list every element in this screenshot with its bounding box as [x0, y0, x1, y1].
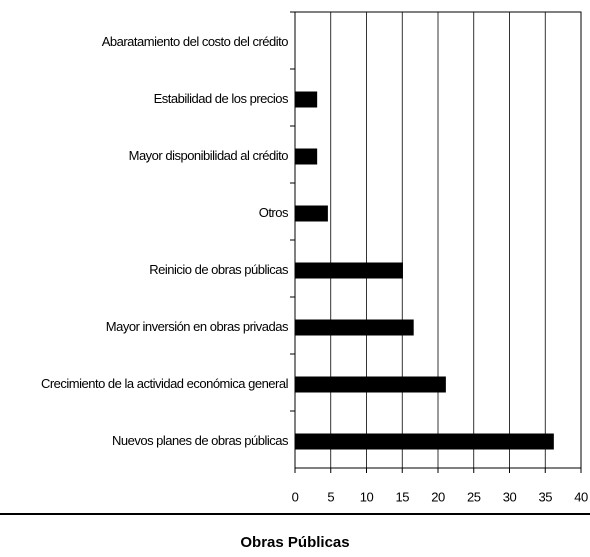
bar [295, 319, 414, 336]
x-tick-label: 0 [292, 489, 299, 504]
x-tick-label: 20 [431, 489, 445, 504]
y-tick-label: Estabilidad de los precios [154, 91, 289, 106]
x-tick-label: 30 [503, 489, 517, 504]
y-tick-label: Mayor disponibilidad al crédito [129, 148, 289, 163]
x-tick-label: 10 [360, 489, 374, 504]
bar [295, 205, 328, 222]
x-tick-label: 15 [396, 489, 410, 504]
y-tick-label: Abaratamiento del costo del crédito [102, 34, 289, 49]
y-tick-label: Otros [259, 205, 289, 220]
x-tick-label: 40 [574, 489, 588, 504]
x-tick-label: 35 [539, 489, 553, 504]
x-tick-label: 25 [467, 489, 481, 504]
chart-title: Obras Públicas [240, 534, 349, 551]
y-tick-label: Crecimiento de la actividad económica ge… [41, 376, 289, 391]
bar [295, 148, 318, 165]
y-tick-label: Mayor inversión en obras privadas [106, 319, 289, 334]
bar [295, 376, 446, 393]
bar [295, 262, 403, 279]
x-tick-label: 5 [327, 489, 334, 504]
bar [295, 91, 318, 108]
y-tick-label: Reinicio de obras públicas [149, 262, 289, 277]
bar [295, 433, 554, 450]
y-tick-label: Nuevos planes de obras públicas [112, 433, 289, 448]
